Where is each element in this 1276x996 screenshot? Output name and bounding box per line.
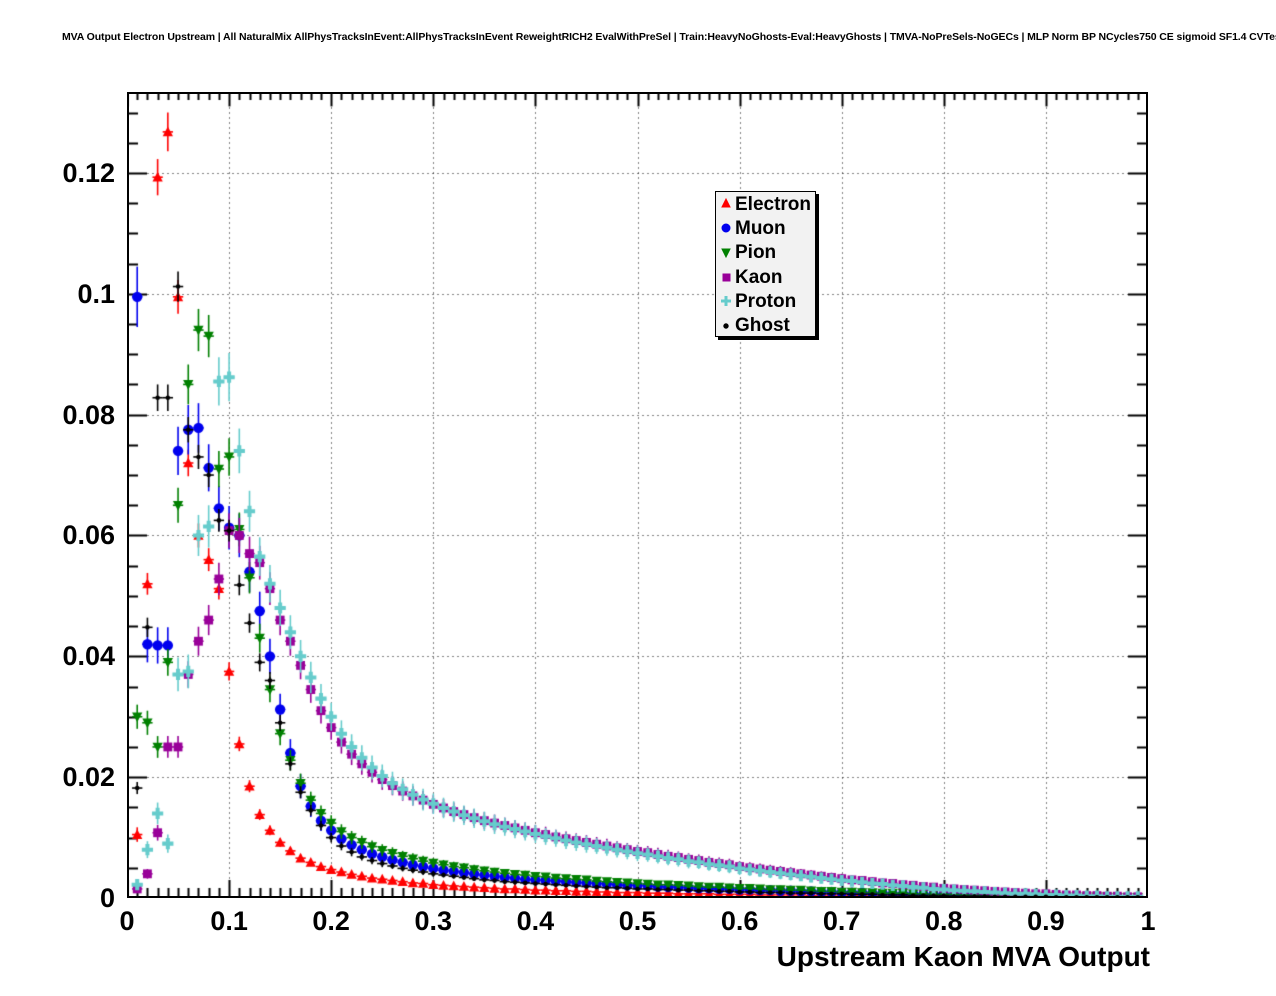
x-axis-title: Upstream Kaon MVA Output (776, 941, 1150, 972)
x-tick-label: 0.8 (925, 906, 963, 936)
legend-item-muon[interactable]: Muon (716, 216, 815, 240)
legend-item-kaon[interactable]: Kaon (716, 265, 815, 289)
legend-label: Kaon (735, 266, 783, 288)
legend-item-pion[interactable]: Pion (716, 241, 815, 265)
y-tick-label: 0.04 (62, 641, 115, 672)
y-tick-label: 0.12 (62, 157, 115, 188)
x-tick-label: 0.6 (720, 906, 759, 936)
cross-icon (719, 292, 734, 310)
legend-item-proton[interactable]: Proton (716, 289, 815, 313)
y-tick-label: 0.06 (62, 520, 115, 551)
y-tick-label: 0.02 (62, 762, 115, 793)
y-tick-label: 0.08 (62, 399, 115, 430)
plot-title: MVA Output Electron Upstream | All Natur… (62, 31, 1276, 43)
legend-label: Pion (735, 242, 777, 264)
x-tick-label: 0.4 (516, 906, 555, 936)
legend-label: Electron (735, 193, 812, 215)
x-tick-label: 0 (119, 906, 135, 936)
plot-area: Electron Muon Pion Kaon Proton Ghost (127, 92, 1148, 898)
x-tick-label: 0.5 (618, 906, 657, 936)
circle-icon (719, 219, 734, 237)
plot-frame (127, 92, 1148, 898)
y-tick-label: 0.1 (77, 278, 115, 309)
y-tick-label: 0 (99, 883, 115, 913)
triangle-down-icon (719, 244, 734, 262)
legend-item-electron[interactable]: Electron (716, 192, 815, 216)
x-tick-label: 0.1 (210, 906, 248, 936)
x-tick-label: 0.9 (1027, 906, 1065, 936)
x-tick-label: 0.7 (822, 906, 861, 936)
dot-icon (719, 317, 734, 335)
chart-canvas (127, 92, 1148, 898)
legend-label: Ghost (735, 315, 790, 337)
chart-legend: Electron Muon Pion Kaon Proton Ghost (715, 191, 816, 337)
triangle-up-icon (719, 195, 734, 213)
legend-label: Muon (735, 217, 786, 239)
x-tick-label: 0.2 (312, 906, 350, 936)
legend-item-ghost[interactable]: Ghost (716, 313, 815, 337)
square-icon (719, 268, 734, 286)
x-tick-label: 1 (1140, 906, 1156, 936)
legend-label: Proton (735, 290, 797, 312)
x-tick-label: 0.3 (414, 906, 453, 936)
